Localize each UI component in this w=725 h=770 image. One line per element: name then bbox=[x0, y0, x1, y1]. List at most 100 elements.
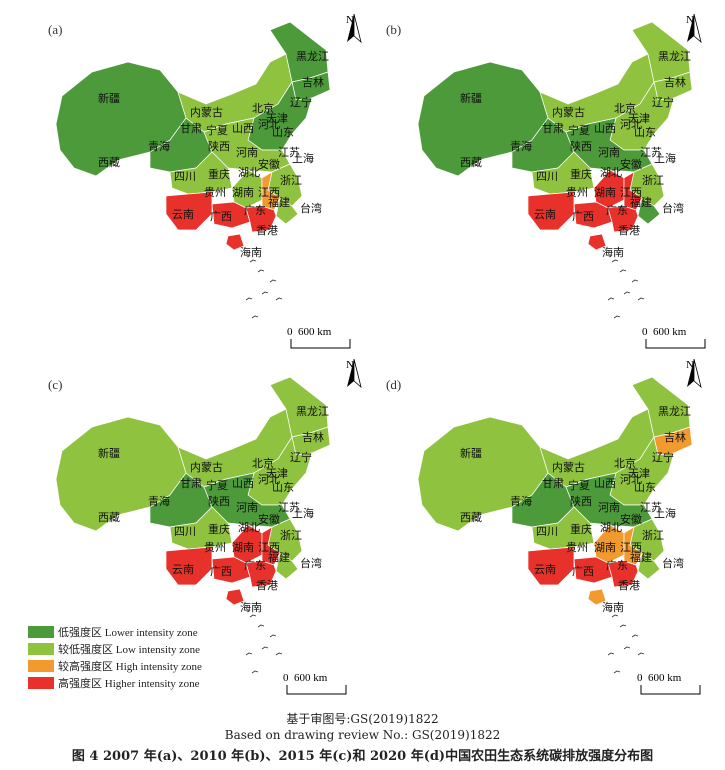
province-label-hainan: 海南 bbox=[602, 600, 624, 614]
scale-zero: 0 bbox=[287, 326, 293, 338]
north-arrow: N bbox=[346, 14, 362, 44]
province-label-tianjin: 天津 bbox=[628, 112, 650, 125]
province-label-guangxi: 广西 bbox=[210, 210, 232, 223]
province-label-shanghai: 上海 bbox=[292, 151, 314, 165]
province-label-shanghai: 上海 bbox=[654, 151, 676, 165]
province-label-fujian: 福建 bbox=[268, 195, 290, 209]
map-panel-c: (c) 黑龙江 吉林 辽宁 内蒙古 北京 天津 河北 山西 山东 新疆 西藏 青海 甘肃 宁夏 陕西 河南 江苏… bbox=[0, 355, 362, 705]
province-label-hebei: 河北 bbox=[620, 473, 642, 486]
province-label-qinghai: 青海 bbox=[510, 494, 532, 508]
province-label-jiangxi: 江西 bbox=[620, 186, 642, 199]
province-label-hongkong: 香港 bbox=[256, 579, 278, 592]
figure-caption: 图 4 2007 年(a)、2010 年(b)、2015 年(c)和 2020 … bbox=[71, 749, 654, 764]
province-label-shandong: 山东 bbox=[634, 126, 656, 139]
province-label-jilin: 吉林 bbox=[664, 75, 686, 89]
province-label-xizang: 西藏 bbox=[98, 511, 120, 524]
province-label-heilongjiang: 黑龙江 bbox=[296, 405, 329, 418]
province-label-guizhou: 贵州 bbox=[566, 541, 588, 554]
map-panel-b: (b) 黑龙江 吉林 辽宁 内蒙古 北京 天津 河北 山西 山东 新疆 西藏 青海 甘肃 宁夏 陕西 河南 江苏… bbox=[362, 0, 724, 350]
province-label-anhui: 安徽 bbox=[620, 512, 642, 526]
province-label-hunan: 湖南 bbox=[594, 186, 616, 199]
province-label-shandong: 山东 bbox=[272, 126, 294, 139]
island-dash bbox=[245, 297, 253, 301]
legend-swatch bbox=[28, 625, 54, 638]
province-label-chongqing: 重庆 bbox=[208, 522, 230, 536]
province-label-jilin: 吉林 bbox=[664, 430, 686, 444]
island-dash bbox=[637, 652, 645, 656]
map-panel-d: (d) 黑龙江 吉林 辽宁 内蒙古 北京 天津 河北 山西 山东 新疆 西藏 青海 甘肃 宁夏 陕西 河南 江苏… bbox=[362, 355, 724, 705]
province-label-gansu: 甘肃 bbox=[542, 477, 564, 490]
province-region-fujian bbox=[637, 197, 661, 225]
north-label: N bbox=[346, 359, 354, 371]
province-label-guangxi: 广西 bbox=[572, 565, 594, 578]
north-label: N bbox=[686, 359, 694, 371]
province-region-guangdong bbox=[607, 560, 639, 588]
province-region-yunnan bbox=[527, 191, 575, 231]
province-label-liaoning: 辽宁 bbox=[652, 95, 674, 109]
island-dash bbox=[275, 297, 283, 301]
province-region-fujian bbox=[637, 552, 661, 580]
province-label-jiangsu: 江苏 bbox=[640, 146, 662, 159]
province-label-henan: 河南 bbox=[598, 501, 620, 514]
island-dash bbox=[269, 634, 277, 638]
scale-line-icon bbox=[290, 339, 351, 349]
province-label-jiangxi: 江西 bbox=[258, 186, 280, 199]
island-dash bbox=[631, 279, 639, 283]
island-dash bbox=[611, 614, 619, 618]
province-label-heilongjiang: 黑龙江 bbox=[296, 50, 329, 63]
province-label-tianjin: 天津 bbox=[266, 467, 288, 480]
scale-bar: 0 600 km bbox=[287, 326, 351, 349]
panel-tag: (a) bbox=[48, 22, 63, 37]
province-label-shandong: 山东 bbox=[634, 481, 656, 494]
province-label-hebei: 河北 bbox=[258, 118, 280, 131]
province-region-guangdong bbox=[245, 560, 277, 588]
island-dash bbox=[249, 259, 257, 263]
province-label-fujian: 福建 bbox=[630, 550, 652, 564]
scale-label: 600 km bbox=[294, 672, 328, 684]
province-label-shaanxi: 陕西 bbox=[570, 494, 592, 508]
island-dash bbox=[257, 269, 265, 273]
province-label-ningxia: 宁夏 bbox=[568, 123, 590, 137]
scale-zero: 0 bbox=[283, 672, 289, 684]
province-label-chongqing: 重庆 bbox=[208, 167, 230, 181]
province-label-gansu: 甘肃 bbox=[542, 122, 564, 135]
province-label-guizhou: 贵州 bbox=[566, 186, 588, 199]
north-arrow-icon bbox=[687, 14, 702, 44]
province-label-hubei: 湖北 bbox=[600, 521, 622, 534]
island-dash bbox=[261, 291, 269, 295]
province-label-hunan: 湖南 bbox=[594, 541, 616, 554]
province-label-xinjiang: 新疆 bbox=[460, 91, 482, 105]
scale-line-icon bbox=[645, 339, 706, 349]
island-dash bbox=[607, 652, 615, 656]
province-label-guangdong: 广东 bbox=[244, 204, 266, 217]
province-region-hainan bbox=[587, 233, 607, 251]
province-label-liaoning: 辽宁 bbox=[290, 450, 312, 464]
province-label-guangdong: 广东 bbox=[606, 204, 628, 217]
province-label-qinghai: 青海 bbox=[510, 139, 532, 153]
province-label-guangxi: 广西 bbox=[572, 210, 594, 223]
province-label-tianjin: 天津 bbox=[628, 467, 650, 480]
province-label-guangdong: 广东 bbox=[606, 559, 628, 572]
province-label-neimenggu: 内蒙古 bbox=[552, 460, 585, 474]
scale-label: 600 km bbox=[298, 326, 332, 338]
province-label-hebei: 河北 bbox=[258, 473, 280, 486]
island-dash bbox=[613, 670, 621, 674]
island-dash bbox=[251, 670, 259, 674]
province-label-beijing: 北京 bbox=[252, 101, 274, 115]
province-label-sichuan: 四川 bbox=[174, 170, 196, 183]
province-label-jiangxi: 江西 bbox=[258, 541, 280, 554]
province-label-henan: 河南 bbox=[236, 146, 258, 159]
province-label-xinjiang: 新疆 bbox=[98, 446, 120, 460]
scale-line-icon bbox=[286, 685, 347, 695]
province-label-liaoning: 辽宁 bbox=[290, 95, 312, 109]
province-label-gansu: 甘肃 bbox=[180, 122, 202, 135]
province-label-xizang: 西藏 bbox=[98, 156, 120, 169]
province-label-hubei: 湖北 bbox=[600, 166, 622, 179]
province-label-yunnan: 云南 bbox=[172, 563, 194, 576]
province-label-zhejiang: 浙江 bbox=[642, 174, 664, 187]
province-label-beijing: 北京 bbox=[614, 456, 636, 470]
legend-swatch bbox=[28, 659, 54, 672]
province-label-shanghai: 上海 bbox=[654, 506, 676, 520]
island-dash bbox=[637, 297, 645, 301]
